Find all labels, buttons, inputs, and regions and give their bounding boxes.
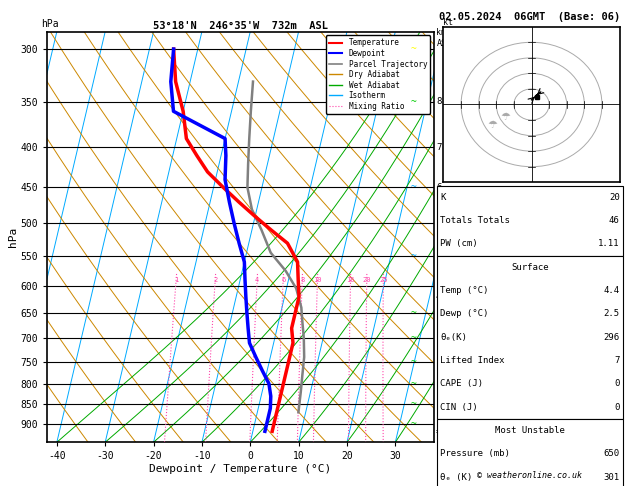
Text: 2: 2 [213,277,218,283]
Text: 0: 0 [614,380,620,388]
Text: ~: ~ [411,182,417,192]
Text: ~: ~ [411,379,417,389]
Text: 2.5: 2.5 [603,310,620,318]
Text: Surface: Surface [511,263,548,272]
Text: ~: ~ [411,419,417,429]
Text: 4: 4 [255,277,259,283]
Text: CAPE (J): CAPE (J) [440,380,483,388]
Text: ~: ~ [411,251,417,261]
Text: 3: 3 [436,333,442,343]
Text: 25: 25 [379,277,387,283]
Text: 20: 20 [362,277,371,283]
Text: ☂: ☂ [500,112,510,122]
Text: θₑ (K): θₑ (K) [440,473,472,482]
Text: Most Unstable: Most Unstable [495,426,565,435]
Text: kt: kt [443,17,454,27]
Text: 650: 650 [603,450,620,458]
Text: ~: ~ [411,399,417,409]
Text: Lifted Index: Lifted Index [440,356,505,365]
Text: 16: 16 [347,277,355,283]
Text: 0: 0 [614,403,620,412]
Text: Mixing Ratio (g/kg): Mixing Ratio (g/kg) [464,190,472,284]
Text: 20: 20 [609,193,620,202]
Text: 7: 7 [436,143,442,152]
Text: 5: 5 [436,251,442,260]
Text: K: K [440,193,446,202]
Text: θₑ(K): θₑ(K) [440,333,467,342]
Text: Temp (°C): Temp (°C) [440,286,489,295]
Text: Totals Totals: Totals Totals [440,216,510,225]
Text: © weatheronline.co.uk: © weatheronline.co.uk [477,471,582,480]
Text: 8: 8 [436,97,442,106]
Text: ~: ~ [411,333,417,343]
Text: 301: 301 [603,473,620,482]
Text: =1LCL: =1LCL [435,427,460,436]
Text: 4: 4 [436,292,442,301]
Text: ~: ~ [411,44,417,54]
Text: 2: 2 [436,379,442,388]
Text: 296: 296 [603,333,620,342]
Text: CIN (J): CIN (J) [440,403,478,412]
Title: 53°18'N  246°35'W  732m  ASL: 53°18'N 246°35'W 732m ASL [153,21,328,31]
Text: 6: 6 [436,183,442,192]
Text: 10: 10 [313,277,321,283]
Text: 8: 8 [300,277,304,283]
Text: ~: ~ [411,97,417,106]
Text: 6: 6 [281,277,286,283]
Text: 02.05.2024  06GMT  (Base: 06): 02.05.2024 06GMT (Base: 06) [439,12,621,22]
Text: 1: 1 [174,277,178,283]
Y-axis label: hPa: hPa [8,227,18,247]
Text: ~: ~ [411,357,417,366]
Text: ☂: ☂ [487,120,498,130]
Text: hPa: hPa [41,19,58,29]
Text: PW (cm): PW (cm) [440,240,478,248]
Text: 7: 7 [614,356,620,365]
X-axis label: Dewpoint / Temperature (°C): Dewpoint / Temperature (°C) [150,464,331,474]
Text: ~: ~ [411,308,417,318]
Text: 4.4: 4.4 [603,286,620,295]
Text: km
ASL: km ASL [437,28,452,48]
Text: 46: 46 [609,216,620,225]
Text: Dewp (°C): Dewp (°C) [440,310,489,318]
Text: 1.11: 1.11 [598,240,620,248]
Text: Pressure (mb): Pressure (mb) [440,450,510,458]
Text: 1: 1 [436,408,442,417]
Legend: Temperature, Dewpoint, Parcel Trajectory, Dry Adiabat, Wet Adiabat, Isotherm, Mi: Temperature, Dewpoint, Parcel Trajectory… [326,35,430,114]
